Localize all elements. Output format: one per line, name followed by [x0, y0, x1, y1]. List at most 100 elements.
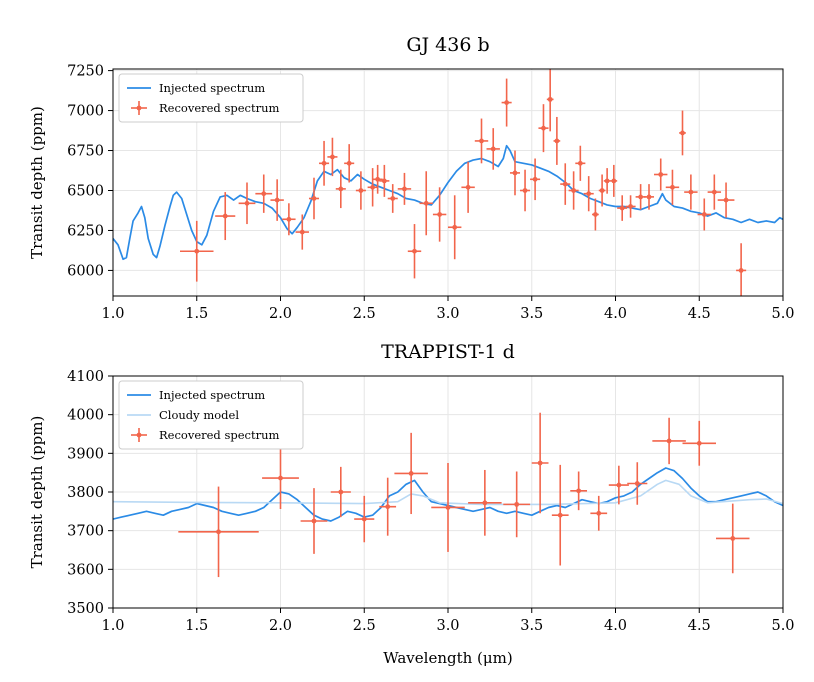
data-marker	[562, 181, 568, 187]
panel-gj436b: 1.0 1.5 2.0 2.5 3.0 3.5 4.0 4.5 5.0 6000 6250 6500…	[28, 34, 795, 322]
data-point	[560, 163, 571, 205]
data-point	[551, 464, 569, 566]
data-marker	[634, 481, 640, 486]
data-point	[684, 174, 698, 210]
data-point	[354, 495, 375, 543]
data-marker	[278, 475, 283, 481]
x-axis-label: Wavelength (μm)	[383, 649, 512, 667]
data-marker	[194, 248, 200, 254]
data-point	[215, 192, 236, 241]
data-marker	[479, 138, 484, 144]
y-tick-label: 3500	[67, 601, 104, 617]
data-point	[509, 150, 521, 196]
data-point	[575, 145, 586, 181]
data-marker	[541, 125, 546, 131]
legend-swatch	[136, 105, 142, 111]
data-marker	[381, 178, 387, 184]
y-tick-label: 3800	[67, 485, 104, 501]
data-point	[553, 116, 561, 165]
x-tick-label: 2.0	[269, 306, 292, 322]
data-marker	[666, 438, 672, 444]
data-point	[643, 184, 655, 210]
data-marker	[330, 154, 335, 160]
data-point	[583, 176, 594, 212]
legend-item: Injected spectrum	[127, 81, 265, 95]
data-marker	[616, 482, 622, 488]
data-point	[592, 198, 599, 231]
x-axis-ticks: 1.0 1.5 2.0 2.5 3.0 3.5 4.0 4.5 5.0	[101, 608, 795, 634]
data-marker	[423, 200, 429, 206]
data-marker	[537, 460, 543, 466]
data-point	[461, 161, 475, 213]
data-marker	[723, 197, 729, 203]
data-marker	[680, 130, 685, 136]
x-tick-label: 4.0	[604, 618, 627, 634]
data-point	[682, 420, 716, 466]
data-marker	[576, 488, 582, 494]
data-marker	[557, 512, 563, 518]
data-point	[300, 488, 328, 554]
data-marker	[412, 248, 417, 254]
data-point	[255, 174, 273, 213]
data-point	[282, 203, 296, 236]
data-point	[308, 177, 320, 220]
data-point	[501, 78, 512, 127]
x-tick-label: 4.5	[688, 618, 711, 634]
data-marker	[445, 505, 451, 510]
data-point	[327, 137, 338, 177]
x-tick-label: 3.5	[520, 618, 543, 634]
data-point	[431, 463, 465, 552]
y-tick-label: 3700	[67, 524, 104, 540]
data-point	[568, 171, 579, 210]
data-marker	[437, 212, 443, 217]
x-tick-label: 1.0	[101, 618, 124, 634]
plot-area	[113, 69, 783, 296]
data-marker	[244, 200, 250, 206]
data-marker	[482, 500, 488, 506]
series-line	[113, 479, 783, 506]
data-marker	[385, 504, 391, 510]
data-marker	[619, 205, 625, 211]
data-point	[397, 172, 412, 205]
data-marker	[299, 229, 305, 235]
data-point	[372, 164, 383, 194]
x-tick-label: 4.0	[604, 306, 627, 322]
y-tick-label: 3900	[67, 446, 104, 462]
legend-label: Injected spectrum	[159, 388, 265, 402]
data-marker	[670, 184, 675, 190]
data-point	[319, 140, 330, 186]
data-marker	[338, 489, 344, 495]
legend-item: Recovered spectrum	[131, 101, 279, 115]
data-point	[531, 412, 549, 514]
data-point	[538, 104, 549, 153]
data-marker	[599, 188, 605, 193]
data-point	[627, 462, 648, 505]
data-marker	[658, 172, 664, 177]
y-axis-ticks: 3500 3600 3700 3800 3900 4000 4100	[67, 369, 113, 617]
data-point	[387, 184, 398, 213]
x-tick-label: 3.0	[436, 306, 459, 322]
data-marker	[512, 170, 518, 176]
data-marker	[346, 160, 352, 166]
y-tick-label: 6250	[67, 223, 104, 239]
data-point	[468, 469, 502, 536]
data-point	[379, 477, 397, 536]
data-point	[432, 187, 447, 242]
data-marker	[274, 197, 280, 203]
data-marker	[547, 96, 553, 102]
x-tick-label: 1.5	[185, 618, 208, 634]
data-point	[262, 447, 299, 510]
data-marker	[711, 189, 717, 195]
data-point	[716, 503, 750, 574]
data-marker	[571, 188, 577, 193]
data-marker	[222, 213, 228, 219]
y-axis-label: Transit depth (ppm)	[28, 416, 46, 569]
y-tick-label: 4100	[67, 369, 104, 385]
legend-box	[118, 380, 304, 450]
data-marker	[593, 212, 598, 217]
chart-title: GJ 436 b	[406, 34, 489, 56]
data-point	[736, 243, 747, 296]
data-marker	[408, 471, 414, 476]
data-marker	[311, 196, 317, 201]
data-marker	[554, 138, 560, 144]
